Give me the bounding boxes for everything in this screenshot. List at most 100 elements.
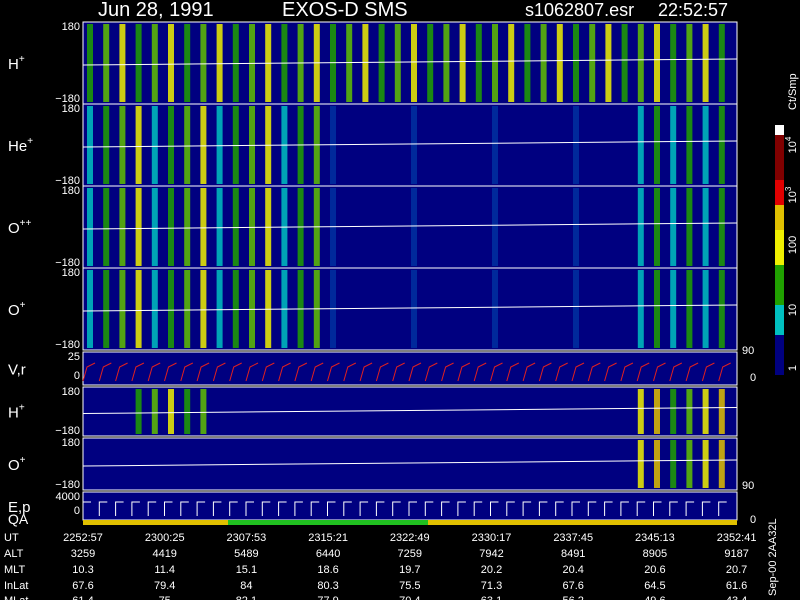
trace-line (604, 501, 613, 516)
y-tick-label: 180 (62, 21, 80, 33)
spectrogram-cell (637, 389, 644, 434)
panel-label-text: O (8, 457, 20, 474)
spectrogram-cell (200, 389, 207, 434)
colorbar-segment (775, 265, 784, 305)
spectrogram-cell (184, 106, 191, 184)
trace-line (669, 501, 678, 516)
y-tick-label: −180 (55, 339, 80, 351)
spectrogram-cell (508, 24, 515, 102)
panel (82, 386, 738, 437)
trace-line (392, 501, 401, 516)
file: s1062807.esr (525, 0, 634, 20)
spectrogram-cell (168, 188, 174, 266)
panel-label-sup: + (19, 54, 25, 65)
trace-line (620, 362, 634, 382)
panel-label: O++ (8, 218, 32, 237)
cell: 18.6 (317, 564, 338, 576)
panel (82, 185, 738, 269)
spectrogram-cell (103, 24, 110, 102)
colorbar-tick-exp: 3 (784, 186, 793, 191)
trace-line (424, 362, 438, 382)
spectrogram-cell (686, 440, 693, 488)
trace-line (147, 501, 157, 516)
y-tick-label: 180 (62, 185, 80, 197)
trace-line (343, 501, 352, 516)
trace-line (718, 501, 727, 516)
spectrogram-cell (686, 389, 693, 434)
trace-line (278, 501, 287, 516)
spectrogram-cell (168, 389, 174, 434)
spectrogram-cell (151, 106, 158, 184)
spectrogram-cell (621, 24, 628, 102)
panel-label-text: O (8, 302, 20, 319)
trace-line (636, 501, 646, 516)
cell: 56.2 (562, 595, 583, 600)
spectrogram-cell (103, 106, 110, 184)
trace-line (82, 140, 738, 148)
trace-line (294, 362, 308, 382)
spectrogram-cell (103, 270, 110, 348)
spectrogram-cell (87, 188, 93, 266)
trace-line (261, 501, 271, 516)
cell: 20.7 (726, 564, 747, 576)
cell: 71.3 (481, 580, 502, 592)
row-label: ALT (4, 548, 24, 560)
spectrogram-cell (556, 24, 563, 102)
spectrogram-cell (718, 24, 725, 102)
cell: 20.2 (481, 564, 502, 576)
spectrogram-cell (573, 24, 579, 102)
panel-label: O+ (8, 300, 26, 319)
spectrogram-cell (151, 270, 158, 348)
trace-line (587, 362, 601, 382)
row-label: MLT (4, 564, 25, 576)
cell: 61.6 (726, 580, 747, 592)
colorbar-tick-label: 1 (787, 365, 799, 371)
trace-line (653, 362, 666, 382)
spectrogram-cell (184, 24, 191, 102)
spectrogram-cell (670, 24, 677, 102)
spectrogram-cell (168, 24, 174, 102)
trace-line (669, 362, 683, 382)
cell: 6440 (316, 548, 340, 560)
spectrogram-cell (702, 106, 709, 184)
trace-line (164, 362, 177, 382)
trace-line (685, 501, 695, 516)
trace-line (441, 362, 454, 382)
trace-line (343, 362, 357, 382)
spectrogram-cell (702, 389, 709, 434)
y-tick-label: 180 (62, 386, 80, 398)
y-tick-label: 180 (62, 267, 80, 279)
spectrogram-cell (200, 24, 207, 102)
cell: 75 (159, 595, 171, 600)
panel-label: He+ (8, 136, 33, 155)
spectrogram-cell (87, 270, 93, 348)
panel-label-text: O (8, 220, 20, 237)
panel-label-sup: + (19, 403, 25, 414)
cell: 20.4 (562, 564, 583, 576)
panel (82, 351, 738, 386)
colorbar-tick-label: 10 (787, 304, 799, 316)
spectrogram-cell (135, 270, 142, 348)
cell: 70.4 (399, 595, 420, 600)
spectrogram-cell (362, 24, 369, 102)
colorbar-segment (775, 230, 784, 265)
cell: 2315:21 (308, 532, 348, 544)
spectrogram-cell (200, 106, 207, 184)
spectrogram-cell (475, 24, 482, 102)
y-tick-label: −180 (55, 257, 80, 269)
spectrogram-cell (200, 188, 207, 266)
panel-label-text: H (8, 405, 19, 422)
cell: 2352:41 (717, 532, 757, 544)
spectrogram-cell (718, 440, 725, 488)
trace-line (653, 501, 662, 516)
trace-line (506, 362, 520, 382)
colorbar-unit: Ct/Smp (787, 73, 799, 110)
spectrogram-cell (394, 24, 401, 102)
spectrogram-cell (718, 188, 725, 266)
spectrogram-cell (670, 106, 677, 184)
panel-label-sup: + (27, 136, 33, 147)
cell: 63.1 (481, 595, 502, 600)
trace-line (82, 304, 738, 312)
spectrogram-cell (200, 270, 207, 348)
spectrogram-cell (540, 24, 547, 102)
